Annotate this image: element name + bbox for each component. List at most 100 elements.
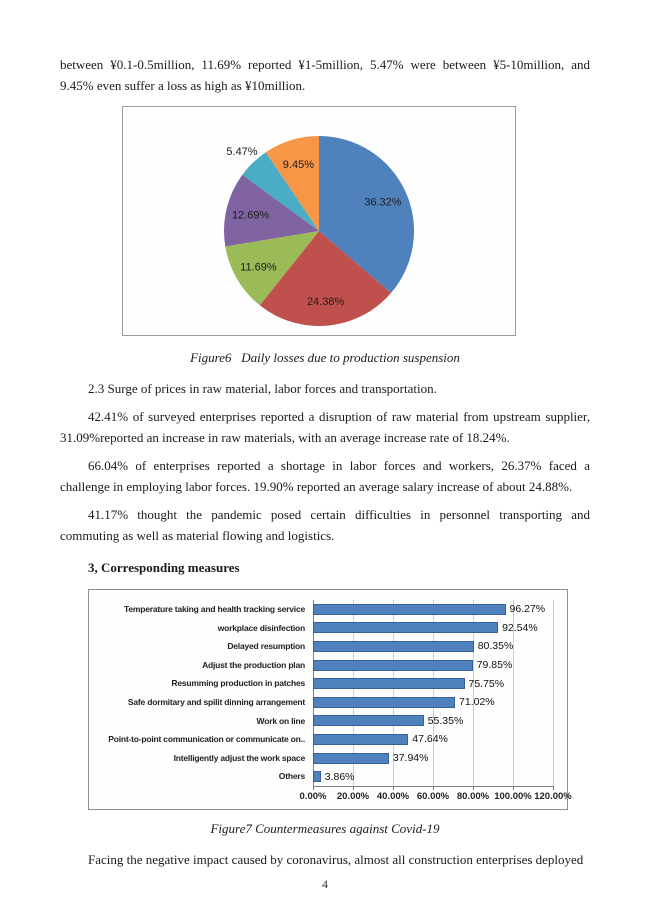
category-label-cell: Point-to-point communication or communic…: [99, 735, 305, 744]
bar-value-label: 55.35%: [427, 714, 464, 727]
bar-track: 37.94%: [313, 752, 553, 764]
paragraph-labor-shortage: 66.04% of enterprises reported a shortag…: [60, 458, 590, 494]
bar-row: Resumming production in patches 75.75%: [99, 674, 561, 693]
axis-tick-mark: [313, 786, 314, 790]
category-label: Work on line: [256, 715, 306, 726]
pie-slice-label: 24.38%: [307, 296, 345, 308]
bar-value-label: 37.94%: [392, 752, 429, 765]
pie-slice-label: 11.69%: [240, 262, 277, 274]
category-label-cell: Others: [99, 772, 305, 781]
paragraph-daily-losses: between ¥0.1-0.5million, 11.69% reported…: [60, 57, 590, 93]
x-axis-tick-label: 20.00%: [336, 791, 370, 802]
bar: 80.35%: [313, 640, 513, 652]
pie-slice-label: 36.32%: [364, 197, 402, 209]
bar: 96.27%: [313, 603, 545, 615]
pie-slice: [319, 136, 415, 293]
pie-slice: [259, 231, 391, 327]
bar: 75.75%: [313, 678, 504, 690]
axis-tick-mark: [473, 786, 474, 790]
page-number: 4: [322, 877, 328, 891]
pie-slice-label: 12.69%: [232, 210, 270, 222]
bar-value-label: 92.54%: [502, 621, 538, 634]
axis-tick-mark: [393, 786, 394, 790]
bar-track: 71.02%: [313, 696, 553, 708]
bar-chart-x-axis: 0.00% 20.00% 40.00% 60.00% 80.00% 100.00% 120.…: [99, 786, 572, 807]
bar-value-label: 71.02%: [459, 696, 495, 709]
bar-row: Intelligently adjust the work space 37.94…: [99, 749, 561, 768]
bar-track: 80.35%: [313, 640, 553, 652]
category-label: Point-to-point communication or communic…: [108, 734, 305, 745]
x-axis-tick-label: 0.00%: [299, 791, 327, 802]
bar-row: Temperature taking and health tracking s…: [99, 600, 561, 619]
bar: 79.85%: [313, 659, 512, 671]
section-heading-measures: 3, Corresponding measures: [88, 560, 240, 575]
bar-chart-plot-area: Temperature taking and health tracking s…: [99, 600, 561, 787]
gridline: [433, 600, 434, 786]
figure6-chart-frame: 36.32% 24.38% 11.69% 12.69% 5.47% 9.45%: [122, 106, 516, 336]
axis-tick-mark: [513, 786, 514, 790]
figure6-caption: Figure6 Daily losses due to production s…: [190, 350, 460, 365]
category-label-cell: Work on line: [99, 715, 306, 726]
bar: 92.54%: [313, 622, 538, 634]
category-label: Adjust the production plan: [202, 659, 305, 670]
gridline: [553, 600, 554, 786]
bar-row: Others 3.86%: [99, 767, 561, 786]
y-axis-line: [313, 600, 314, 786]
gridline: [393, 600, 394, 786]
axis-tick-mark: [353, 786, 354, 790]
bar-value-label: 3.86%: [324, 770, 355, 783]
category-label: Intelligently adjust the work space: [173, 752, 306, 763]
bar-value-label: 80.35%: [477, 640, 514, 653]
category-label-cell: Adjust the production plan: [99, 661, 305, 670]
bar-track: 55.35%: [313, 714, 553, 727]
pie-slice-label: 5.47%: [226, 146, 257, 158]
gridline: [353, 600, 354, 786]
bar: 3.86%: [313, 771, 355, 783]
bar: 71.02%: [313, 696, 495, 708]
category-label: Others: [278, 771, 305, 782]
x-axis-tick-label: 40.00%: [376, 791, 410, 802]
bar-chart: Temperature taking and health tracking s…: [99, 600, 572, 807]
x-axis-tick-label: 120.00%: [534, 791, 572, 802]
bar-row: Delayed resumption 80.35%: [99, 637, 561, 656]
bar-value-label: 47.64%: [412, 733, 448, 746]
gridline: [513, 600, 514, 786]
category-label: Safe dormitary and spilit dinning arrang…: [127, 697, 305, 708]
category-label: workplace disinfection: [217, 622, 305, 633]
bar-track: 3.86%: [313, 771, 553, 783]
pie-slice: [225, 231, 319, 306]
bar: 47.64%: [313, 733, 448, 745]
bar-row: workplace disinfection 92.54%: [99, 619, 561, 638]
pie-slice: [242, 152, 319, 231]
category-label: Delayed resumption: [227, 641, 305, 652]
category-label-cell: Safe dormitary and spilit dinning arrang…: [99, 698, 305, 707]
bar: 37.94%: [313, 752, 429, 764]
bar-track: 75.75%: [313, 678, 553, 690]
pie-chart: 36.32% 24.38% 11.69% 12.69% 5.47% 9.45%: [224, 136, 415, 327]
category-label-cell: Resumming production in patches: [99, 679, 305, 688]
bar-track: 92.54%: [313, 622, 553, 634]
bar-row: Adjust the production plan 79.85%: [99, 656, 561, 675]
category-label: Temperature taking and health tracking s…: [123, 604, 305, 615]
axis-tick-mark: [553, 786, 554, 790]
pie-slice-label: 9.45%: [283, 159, 314, 171]
axis-tick-mark: [433, 786, 434, 790]
bar-row: Work on line 55.35%: [99, 712, 561, 731]
bar-row: Point-to-point communication or communic…: [99, 730, 561, 749]
x-axis-tick-label: 100.00%: [494, 791, 532, 802]
bar-value-label: 79.85%: [476, 659, 513, 672]
bar-track: 96.27%: [313, 603, 553, 615]
category-label-cell: workplace disinfection: [99, 624, 305, 633]
x-axis-tick-label: 60.00%: [416, 791, 450, 802]
category-label-cell: Intelligently adjust the work space: [99, 752, 306, 763]
bar-row: Safe dormitary and spilit dinning arrang…: [99, 693, 561, 712]
x-axis-tick-label: 80.00%: [456, 791, 490, 802]
paragraph-surge-prices: 2.3 Surge of prices in raw material, lab…: [88, 381, 437, 396]
category-label: Resumming production in patches: [171, 678, 305, 689]
pie-slice: [224, 174, 319, 247]
pie-slice: [265, 136, 319, 231]
bar-track: 79.85%: [313, 659, 553, 671]
paragraph-facing-impact: Facing the negative impact caused by cor…: [88, 852, 584, 867]
category-label-cell: Temperature taking and health tracking s…: [99, 605, 305, 614]
